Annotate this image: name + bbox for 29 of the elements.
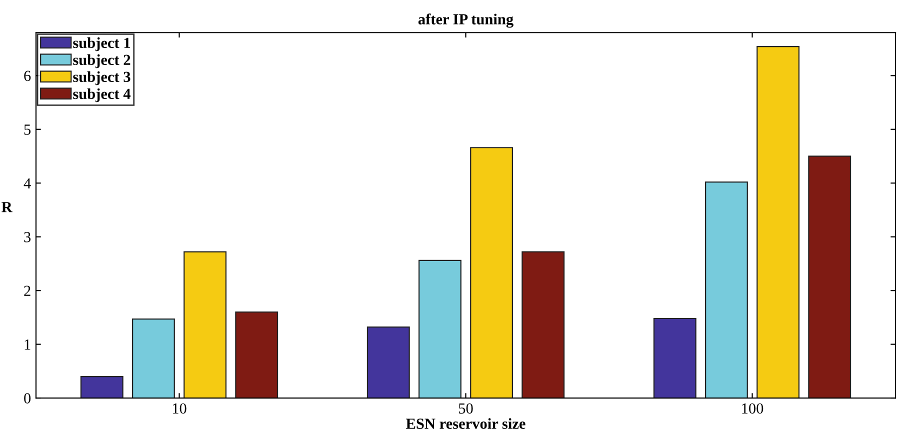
y-tick-label: 6 (24, 70, 31, 82)
bar (756, 46, 800, 398)
bar (418, 260, 462, 398)
bar (184, 251, 227, 398)
bar (808, 156, 852, 398)
x-tick-label: 10 (172, 403, 186, 414)
legend-label: subject 4 (73, 88, 131, 102)
y-tick-label: 5 (24, 124, 31, 135)
bar (366, 326, 410, 398)
x-tick-label: 50 (459, 403, 473, 414)
bar (132, 318, 175, 398)
bar (80, 376, 124, 398)
bar (522, 251, 565, 398)
x-tick-label: 100 (742, 403, 764, 414)
chart-title: after IP tuning (418, 14, 514, 28)
x-axis-title: ESN reservoir size (406, 418, 526, 429)
legend-label: subject 1 (73, 37, 130, 52)
y-tick-label: 3 (24, 232, 31, 242)
y-tick-label: 4 (24, 178, 31, 188)
legend-label: subject 2 (73, 54, 130, 68)
legend-label: subject 3 (73, 71, 130, 86)
y-tick-label: 2 (24, 286, 30, 296)
y-axis-title: R (2, 202, 12, 212)
bar (235, 311, 278, 398)
bar (704, 181, 748, 398)
y-tick-label: 0 (24, 393, 31, 404)
bar (653, 318, 696, 398)
y-tick-label: 1 (24, 340, 30, 350)
bar (470, 147, 514, 398)
